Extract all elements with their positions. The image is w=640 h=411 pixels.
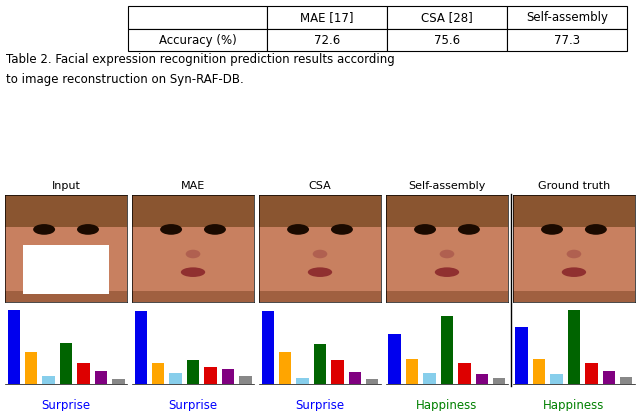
Bar xyxy=(132,291,254,302)
Text: Surprise: Surprise xyxy=(42,399,91,411)
Bar xyxy=(366,379,378,384)
Bar xyxy=(441,316,453,384)
Bar xyxy=(620,377,632,384)
Text: Accuracy (%): Accuracy (%) xyxy=(159,34,236,46)
Bar xyxy=(388,334,401,384)
Bar xyxy=(513,227,635,291)
Ellipse shape xyxy=(287,224,309,235)
Text: MAE [17]: MAE [17] xyxy=(300,11,354,24)
Bar xyxy=(513,195,635,227)
Bar xyxy=(221,369,234,384)
Ellipse shape xyxy=(562,268,586,277)
Ellipse shape xyxy=(458,224,480,235)
Bar xyxy=(550,374,563,384)
Bar xyxy=(262,311,274,384)
Bar xyxy=(386,195,508,227)
Bar xyxy=(112,379,125,384)
Ellipse shape xyxy=(313,250,327,258)
Ellipse shape xyxy=(585,224,607,235)
Ellipse shape xyxy=(186,250,200,258)
Ellipse shape xyxy=(440,250,454,258)
Bar xyxy=(476,374,488,384)
Bar xyxy=(170,373,182,384)
Text: MAE: MAE xyxy=(181,181,205,191)
Bar xyxy=(259,195,381,227)
Ellipse shape xyxy=(435,268,459,277)
Bar xyxy=(513,291,635,302)
Bar xyxy=(568,310,580,384)
Ellipse shape xyxy=(33,224,55,235)
Bar xyxy=(5,291,127,302)
Bar xyxy=(387,6,507,29)
Bar xyxy=(187,360,199,384)
Bar xyxy=(204,367,217,384)
Bar xyxy=(5,227,127,291)
Text: Input: Input xyxy=(52,181,81,191)
Bar xyxy=(314,344,326,384)
Ellipse shape xyxy=(414,224,436,235)
Ellipse shape xyxy=(566,250,581,258)
Bar xyxy=(423,373,436,384)
Bar xyxy=(5,195,127,227)
Text: 75.6: 75.6 xyxy=(434,34,460,46)
Bar xyxy=(279,352,291,384)
Bar xyxy=(515,327,528,384)
Bar xyxy=(239,376,252,384)
Bar xyxy=(386,291,508,302)
Bar xyxy=(296,378,309,384)
Bar xyxy=(60,343,72,384)
Bar xyxy=(77,363,90,384)
Text: Ground truth: Ground truth xyxy=(538,181,610,191)
Ellipse shape xyxy=(181,268,205,277)
Ellipse shape xyxy=(54,268,78,277)
Text: Surprise: Surprise xyxy=(296,399,344,411)
Bar xyxy=(24,245,109,293)
Text: Surprise: Surprise xyxy=(168,399,218,411)
Bar xyxy=(458,363,470,384)
Bar xyxy=(602,371,615,384)
Text: Self-assembly: Self-assembly xyxy=(408,181,486,191)
Text: to image reconstruction on Syn-RAF-DB.: to image reconstruction on Syn-RAF-DB. xyxy=(6,73,244,86)
Bar xyxy=(331,360,344,384)
Bar xyxy=(493,378,506,384)
Bar xyxy=(507,29,627,51)
Ellipse shape xyxy=(59,250,74,258)
Bar xyxy=(134,312,147,384)
Bar xyxy=(349,372,361,384)
Text: Happiness: Happiness xyxy=(416,399,477,411)
Bar xyxy=(406,359,419,384)
Text: Table 2. Facial expression recognition prediction results according: Table 2. Facial expression recognition p… xyxy=(6,53,395,67)
Ellipse shape xyxy=(77,224,99,235)
Bar xyxy=(267,29,387,51)
Bar xyxy=(533,359,545,384)
Bar xyxy=(387,29,507,51)
Bar xyxy=(386,227,508,291)
Bar xyxy=(95,371,107,384)
Ellipse shape xyxy=(308,268,332,277)
Text: CSA: CSA xyxy=(308,181,332,191)
Ellipse shape xyxy=(204,224,226,235)
Bar xyxy=(8,310,20,384)
Legend: Surprise, Fear, Disgust, Happiness, Sadness, Anger, Neutral: Surprise, Fear, Disgust, Happiness, Sadn… xyxy=(116,410,524,411)
Ellipse shape xyxy=(160,224,182,235)
Bar xyxy=(25,352,38,384)
Text: Self-assembly: Self-assembly xyxy=(526,11,608,24)
Text: Happiness: Happiness xyxy=(543,399,605,411)
Text: CSA [28]: CSA [28] xyxy=(421,11,473,24)
Bar xyxy=(259,227,381,291)
Bar xyxy=(267,6,387,29)
Bar xyxy=(585,363,598,384)
Bar xyxy=(507,6,627,29)
Bar xyxy=(42,376,55,384)
Bar xyxy=(128,29,267,51)
Bar xyxy=(132,227,254,291)
Ellipse shape xyxy=(331,224,353,235)
Bar xyxy=(152,363,164,384)
Text: 72.6: 72.6 xyxy=(314,34,340,46)
Bar xyxy=(128,6,267,29)
Bar xyxy=(259,291,381,302)
Text: 77.3: 77.3 xyxy=(554,34,580,46)
Bar xyxy=(132,195,254,227)
Ellipse shape xyxy=(541,224,563,235)
